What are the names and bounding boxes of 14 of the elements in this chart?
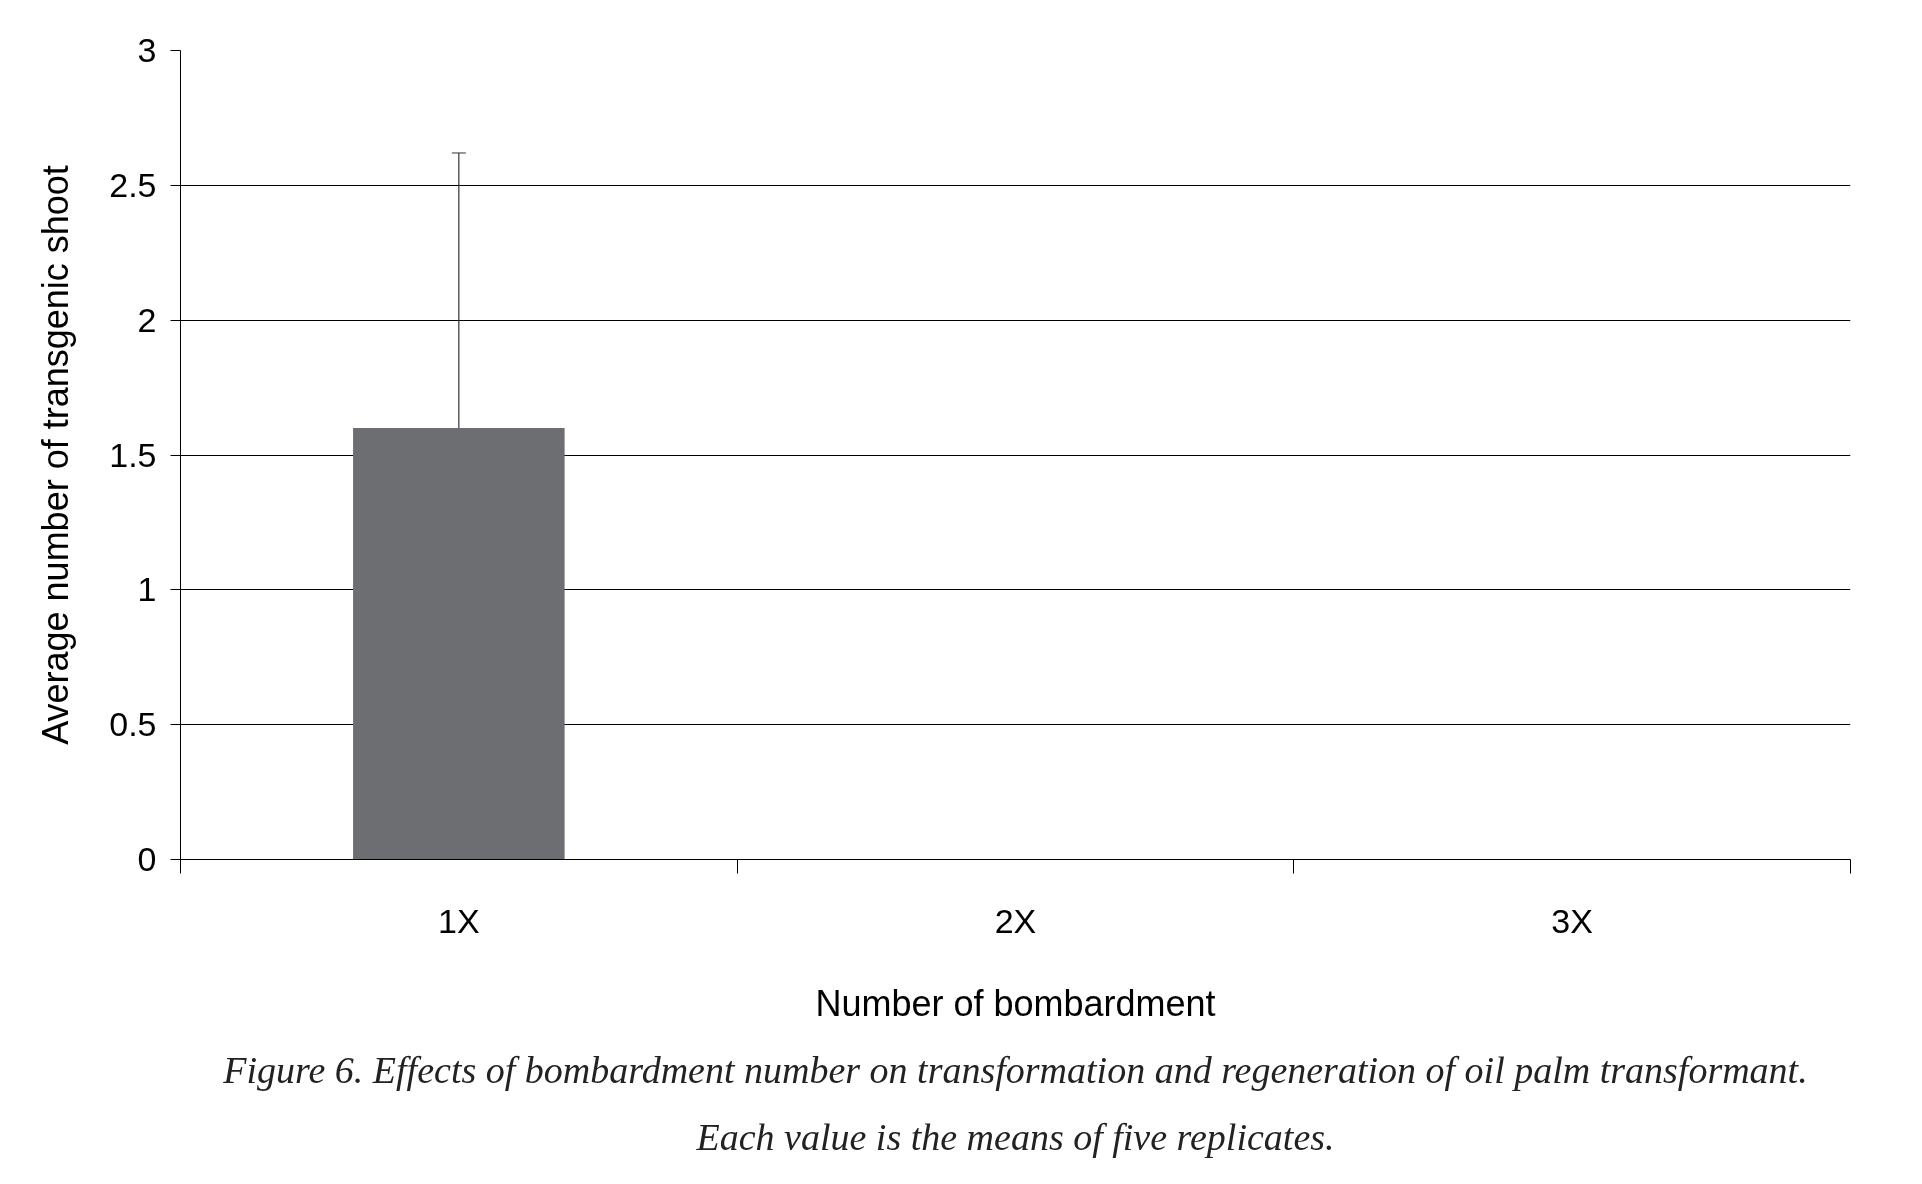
y-tick-label: 1 — [137, 570, 157, 609]
text: Each value is the means of five replicates. — [695, 1115, 1335, 1158]
x-axis-title: Number of bombardment — [815, 982, 1216, 1024]
x-tick-label: 1X — [438, 901, 480, 940]
x-tick-label: 3X — [1551, 901, 1593, 940]
y-tick-label: 1.5 — [109, 435, 157, 474]
y-tick-label: 3 — [137, 31, 157, 69]
y-tick-label: 2 — [137, 300, 157, 339]
y-tick-label: 0.5 — [109, 705, 157, 744]
y-axis-title: Average number of transgenic shoot — [35, 165, 77, 745]
caption: Figure 6. Effects of bombardment number on transformation and regeneration of oil palm transformant. — [222, 1048, 1808, 1091]
y-tick-label: 0 — [137, 840, 157, 878]
x-tick-label: 2X — [994, 901, 1037, 940]
y-tick-label: 2.5 — [109, 165, 157, 204]
